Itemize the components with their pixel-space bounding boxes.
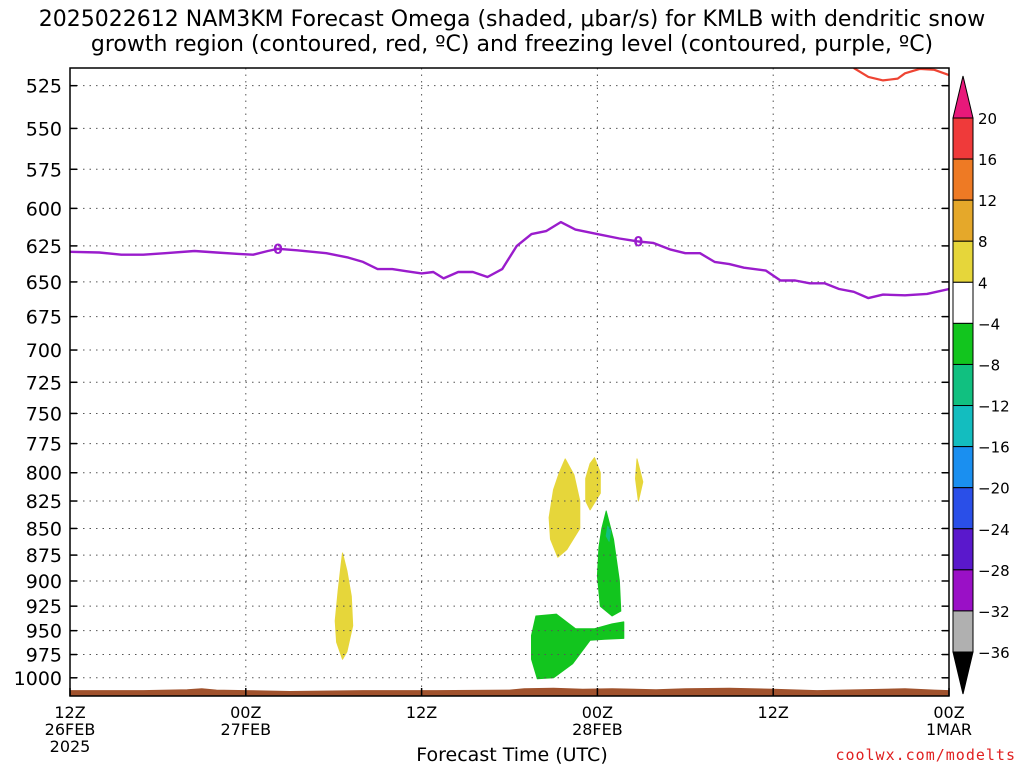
colorbar-label: −32 [978,603,1010,621]
plot-background [70,68,949,696]
colorbar-label: −12 [978,398,1010,416]
gridlines [70,68,949,696]
colorbar-band [952,240,974,283]
omega-region-5 [531,613,625,680]
y-tick-label: 975 [26,645,62,667]
y-tick-label: 650 [26,272,62,294]
omega-region-3 [635,458,644,502]
omega-shading [334,457,644,680]
y-tick-label: 900 [26,571,62,593]
colorbar-band [952,569,974,612]
source-credit: coolwx.com/modelts [835,746,1016,764]
colorbar-band [952,528,974,571]
colorbar-label: −8 [978,356,1000,374]
colorbar-band [952,117,974,160]
colorbar-label: 20 [978,110,997,128]
y-tick-label: 850 [26,518,62,540]
colorbar-band [952,405,974,448]
y-tick-label: 875 [26,545,62,567]
y-axis: 525 550 575 600 625 650 675 700 725 750 775 800 825 8… [14,76,949,690]
colorbar-label: −24 [978,521,1010,539]
omega-region-6 [605,525,612,542]
colorbar-label: −36 [978,644,1010,662]
x-tick-label: 00Z [582,703,613,722]
colorbar-band [952,158,974,201]
omega-region-1 [548,458,581,558]
colorbar-band [952,610,974,653]
y-tick-label: 625 [26,236,62,258]
colorbar-label: −20 [978,480,1010,498]
y-tick-label: 1000 [14,668,62,690]
freezing-level-label: 0 [273,242,283,258]
y-tick-label: 725 [26,372,62,394]
colorbar-label: −16 [978,439,1010,457]
colorbar-band [952,446,974,489]
x-axis-title: Forecast Time (UTC) [416,744,608,766]
colorbar-label: 12 [978,192,997,210]
x-tick-label: 27FEB [220,720,271,739]
colorbar-label: −28 [978,562,1010,580]
colorbar-band [952,199,974,242]
colorbar-label: −4 [978,315,1000,333]
dendritic-contour-line [853,68,949,82]
x-tick-label: 12Z [758,703,789,722]
y-tick-label: 775 [26,434,62,456]
colorbar-label: 16 [978,151,997,169]
colorbar-cap-bottom [952,651,974,695]
colorbar-label: 4 [978,274,988,292]
colorbar-band [952,363,974,407]
y-tick-label: 925 [26,596,62,618]
colorbar-cap-top [952,75,974,119]
x-tick-label: 00Z [933,703,964,722]
x-tick-label: 12Z [54,703,85,722]
chart-title-line2: growth region (contoured, red, ºC) and f… [90,32,934,57]
y-tick-label: 750 [26,403,62,425]
x-tick-label: 26FEB [45,720,96,739]
y-tick-label: 550 [26,118,62,140]
colorbar-label: 8 [978,233,988,251]
omega-region-4 [596,510,622,617]
y-tick-label: 800 [26,463,62,485]
y-tick-label: 675 [26,307,62,329]
y-tick-label: 950 [26,621,62,643]
x-tick-label: 1MAR [926,720,972,739]
colorbar-band [952,281,974,324]
y-tick-label: 700 [26,340,62,362]
x-tick-label: 2025 [50,737,91,756]
colorbar-band [952,322,974,365]
omega-region-2 [585,457,601,511]
y-tick-label: 825 [26,491,62,513]
y-tick-label: 525 [26,76,62,98]
y-tick-label: 575 [26,159,62,181]
colorbar-band [952,487,974,530]
freezing-level-label: 0 [634,234,644,250]
colorbar: 20 16 12 8 4 −4 −8 −12 −16 −20 −24 −28 −32 −36 [952,75,1010,695]
freezing-level-line [70,220,949,300]
y-tick-label: 600 [26,198,62,220]
x-tick-label: 12Z [406,703,437,722]
x-tick-label: 28FEB [572,720,623,739]
chart-title-line1: 2025022612 NAM3KM Forecast Omega (shaded… [38,7,986,32]
x-tick-label: 00Z [230,703,261,722]
